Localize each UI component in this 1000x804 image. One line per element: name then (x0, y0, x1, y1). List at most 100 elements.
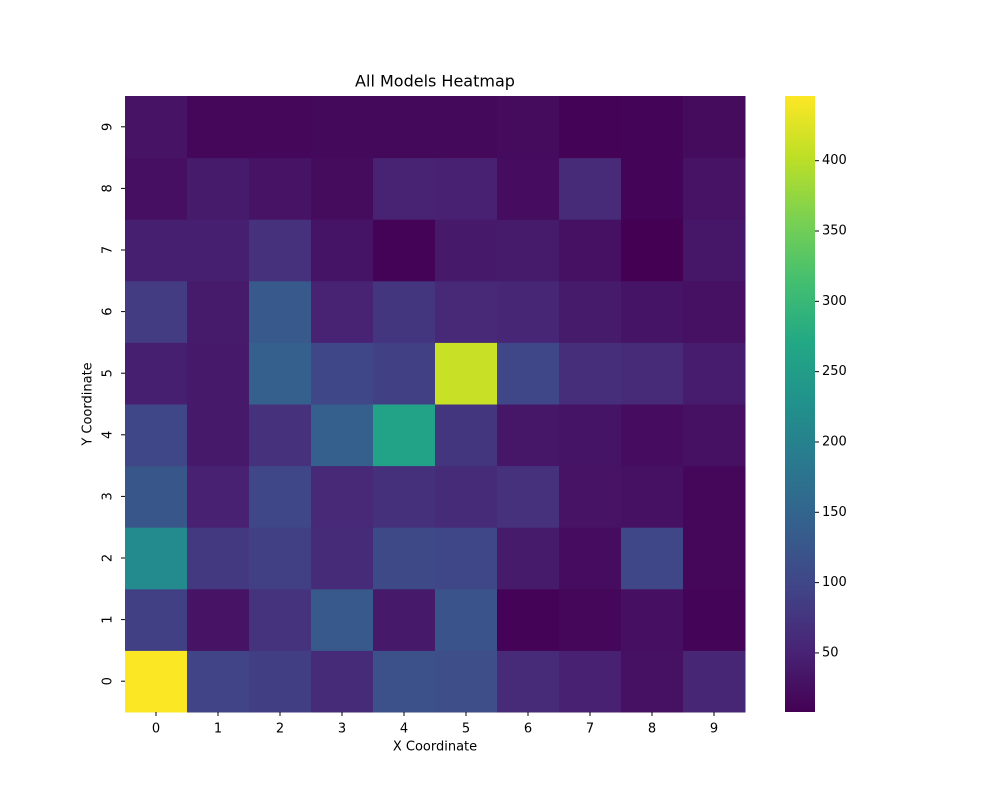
heatmap-cell (125, 404, 188, 467)
colorbar-tick-label: 150 (822, 505, 847, 520)
heatmap-cell (435, 465, 498, 528)
heatmap-cell (187, 650, 250, 713)
x-tick-label: 4 (400, 722, 408, 737)
heatmap-cell (249, 465, 312, 528)
y-tick-label: 8 (101, 184, 116, 192)
heatmap-cell (683, 342, 746, 405)
heatmap-cell (311, 650, 374, 713)
heatmap-cell (311, 157, 374, 220)
heatmap-cell (497, 404, 560, 467)
heatmap-cell (187, 157, 250, 220)
x-tick-label: 8 (648, 722, 656, 737)
heatmap-cell (621, 219, 684, 282)
heatmap-cell (621, 96, 684, 159)
heatmap-cell (125, 342, 188, 405)
heatmap-cell (683, 527, 746, 590)
y-tick-label: 2 (101, 554, 116, 562)
chart-title: All Models Heatmap (355, 72, 515, 91)
heatmap-cell (311, 404, 374, 467)
heatmap-cell (125, 280, 188, 343)
colorbar-tick-label: 50 (822, 645, 839, 660)
x-tick-label: 9 (710, 722, 718, 737)
heatmap-cell (311, 465, 374, 528)
y-tick-label: 4 (101, 431, 116, 439)
heatmap-cell (373, 157, 436, 220)
heatmap-cell (559, 588, 622, 651)
x-tick-label: 7 (586, 722, 594, 737)
heatmap-cell (311, 527, 374, 590)
heatmap-cell (435, 404, 498, 467)
x-tick-label: 5 (462, 722, 470, 737)
heatmap-cell (125, 650, 188, 713)
heatmap-cell (125, 527, 188, 590)
y-axis-label: Y Coordinate (81, 362, 96, 446)
heatmap-cell (187, 342, 250, 405)
heatmap-cell (621, 465, 684, 528)
heatmap-cell (621, 527, 684, 590)
heatmap-cell (373, 588, 436, 651)
heatmap-cell (559, 280, 622, 343)
heatmap-cell (249, 96, 312, 159)
heatmap-cell (497, 219, 560, 282)
heatmap-cell (435, 96, 498, 159)
heatmap-cell (373, 650, 436, 713)
colorbar-tick-label: 300 (822, 294, 847, 309)
colorbar-tick-label: 100 (822, 575, 847, 590)
x-tick-label: 6 (524, 722, 532, 737)
heatmap-cell (187, 527, 250, 590)
heatmap-cell (311, 588, 374, 651)
heatmap-cell (683, 280, 746, 343)
heatmap-cell (683, 96, 746, 159)
heatmap-cell (497, 588, 560, 651)
heatmap-cell (249, 280, 312, 343)
heatmap-cell (249, 404, 312, 467)
heatmap-cell (187, 404, 250, 467)
heatmap-cell (435, 219, 498, 282)
heatmap-cell (311, 342, 374, 405)
x-tick-label: 1 (214, 722, 222, 737)
heatmap-cell (559, 404, 622, 467)
heatmap-cell (435, 280, 498, 343)
heatmap-cell (683, 650, 746, 713)
heatmap-cell (559, 96, 622, 159)
y-tick-label: 5 (101, 369, 116, 377)
heatmap-cell (311, 219, 374, 282)
heatmap-cell (187, 219, 250, 282)
heatmap-cell (621, 280, 684, 343)
heatmap-cell (497, 96, 560, 159)
heatmap-cell (497, 280, 560, 343)
heatmap-cell (683, 588, 746, 651)
heatmap-cell (559, 527, 622, 590)
x-tick-label: 2 (276, 722, 284, 737)
heatmap-cell (373, 342, 436, 405)
heatmap-cell (125, 157, 188, 220)
heatmap-cell (435, 157, 498, 220)
heatmap-cell (497, 342, 560, 405)
y-tick-label: 7 (101, 246, 116, 254)
heatmap-cell (683, 219, 746, 282)
heatmap-cell (125, 588, 188, 651)
heatmap-cell (311, 280, 374, 343)
colorbar-tick-label: 350 (822, 224, 847, 239)
heatmap-cell (559, 219, 622, 282)
heatmap-cell (683, 465, 746, 528)
heatmap-cell (435, 588, 498, 651)
heatmap-cell (249, 527, 312, 590)
colorbar-tick-label: 400 (822, 153, 847, 168)
heatmap-cell (621, 588, 684, 651)
colorbar-tick-label: 200 (822, 434, 847, 449)
heatmap-cell (497, 527, 560, 590)
heatmap-cell (249, 342, 312, 405)
heatmap-cell (621, 650, 684, 713)
y-tick-label: 6 (101, 307, 116, 315)
x-axis-label: X Coordinate (393, 740, 477, 755)
heatmap-cell (187, 465, 250, 528)
y-tick-label: 0 (101, 677, 116, 685)
heatmap-cell (497, 465, 560, 528)
heatmap-cell (187, 588, 250, 651)
heatmap-cell (125, 465, 188, 528)
heatmap-cell (373, 219, 436, 282)
heatmap-cell (559, 342, 622, 405)
y-tick-label: 9 (101, 123, 116, 131)
